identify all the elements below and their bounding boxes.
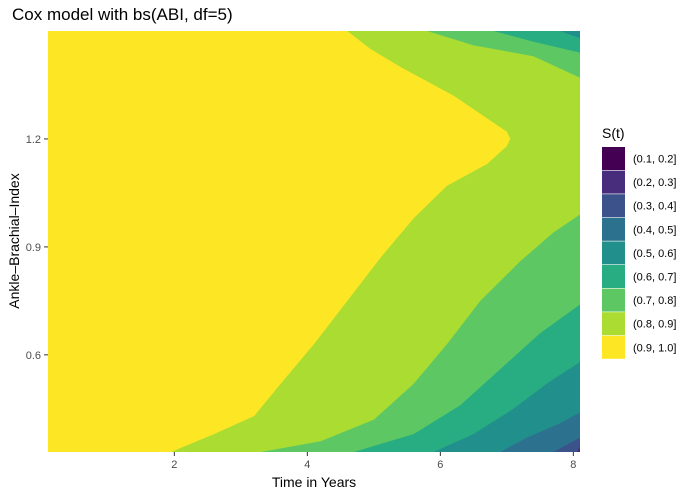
- x-axis-title: Time in Years: [272, 474, 356, 490]
- y-tick-label: 1.2: [26, 134, 41, 146]
- x-tick-label: 8: [570, 459, 576, 471]
- legend-key: [602, 265, 625, 288]
- region-below-0.5: [433, 362, 580, 452]
- x-tick-label: 2: [171, 459, 177, 471]
- legend-key: [602, 241, 625, 265]
- legend-key: [602, 288, 625, 312]
- region-below-0.6: [493, 31, 580, 53]
- y-axis: 0.6 0.9 1.2: [26, 134, 48, 362]
- x-tick-label: 4: [304, 459, 310, 471]
- legend: S(t) (0.1, 0.2] (0.2, 0.3] (0.3, 0.4] (0.4,…: [602, 125, 676, 359]
- legend-key: [602, 335, 625, 359]
- y-tick-label: 0.6: [26, 350, 41, 362]
- legend-key: [602, 217, 625, 241]
- y-axis-title: Ankle–Brachial–Index: [6, 173, 22, 308]
- legend-label: (0.1, 0.2]: [633, 154, 676, 166]
- legend-label: (0.3, 0.4]: [633, 201, 676, 213]
- region-below-0.5: [560, 31, 580, 39]
- x-axis: 2 4 6 8: [171, 452, 576, 471]
- legend-label: (0.5, 0.6]: [633, 248, 676, 260]
- chart-title: Cox model with bs(ABI, df=5): [12, 5, 233, 24]
- region-below-0.3: [553, 437, 580, 452]
- legend-label: (0.7, 0.8]: [633, 295, 676, 307]
- legend-key: [602, 194, 625, 218]
- legend-label: (0.4, 0.5]: [633, 224, 676, 236]
- legend-label: (0.9, 1.0]: [633, 342, 676, 354]
- region-below-0.2: [576, 446, 580, 452]
- plot-area: [48, 31, 580, 452]
- y-tick-label: 0.9: [26, 242, 41, 254]
- legend-label: (0.8, 0.9]: [633, 319, 676, 331]
- legend-label: (0.6, 0.7]: [633, 272, 676, 284]
- x-tick-label: 6: [437, 459, 443, 471]
- legend-title: S(t): [602, 125, 625, 141]
- legend-label: (0.2, 0.3]: [633, 177, 676, 189]
- region-below-0.4: [500, 412, 580, 452]
- legend-key: [602, 170, 625, 194]
- legend-key: [602, 147, 625, 170]
- legend-key: [602, 312, 625, 336]
